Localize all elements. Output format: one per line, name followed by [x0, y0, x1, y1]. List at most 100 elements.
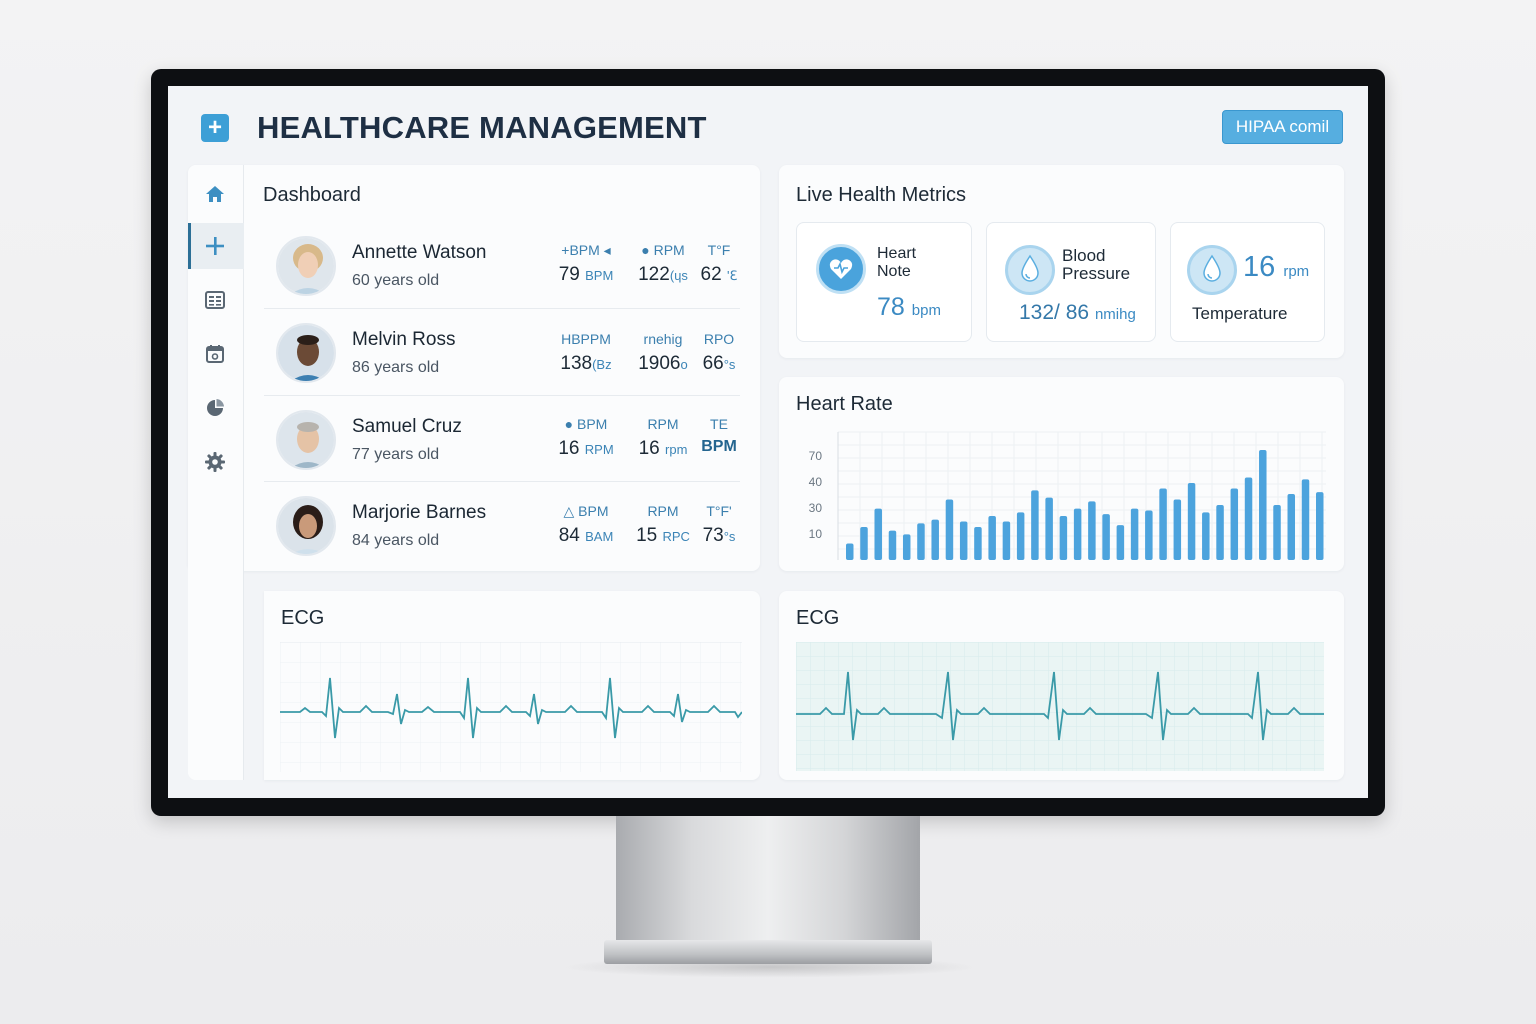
y-tick-label: 10 — [809, 527, 823, 541]
heart-rate-bar — [931, 519, 939, 560]
heart-rate-bar — [1016, 512, 1025, 560]
patient-age: 60 years old — [352, 272, 440, 289]
heart-rate-bar — [1273, 505, 1281, 560]
heart-rate-bar — [1088, 501, 1096, 560]
heart-rate-bar — [1187, 483, 1196, 560]
sidebar-item-home[interactable] — [188, 171, 244, 217]
heart-metric-label: Heart Note — [877, 245, 917, 280]
vital-temp: T°F' 73°s — [702, 503, 736, 546]
patient-name: Marjorie Barnes — [352, 502, 487, 523]
blood-pressure-label: Blood Pressure — [1062, 246, 1131, 283]
vital-bpm: +BPM ◂ 79 BPM — [558, 242, 614, 285]
heart-rate-bar — [1002, 521, 1011, 560]
sidebar-item-records[interactable] — [188, 277, 244, 323]
heart-metric-tile[interactable]: Heart Note 78 bpm — [796, 222, 972, 342]
live-metrics-title: Live Health Metrics — [796, 184, 967, 206]
heart-rate-bar — [874, 508, 882, 560]
heart-rate-bar — [959, 521, 968, 560]
hipaa-compliance-button[interactable]: HIPAA comil — [1222, 110, 1343, 144]
sidebar-item-add[interactable] — [188, 223, 244, 269]
avatar — [276, 410, 336, 470]
heart-rate-bar — [1230, 488, 1239, 560]
vital-bpm: ● BPM 16 RPM — [558, 416, 614, 459]
patient-row[interactable]: Samuel Cruz 77 years old ● BPM 16 RPM RP… — [264, 395, 740, 481]
vital-temp: RPO 66°s — [702, 331, 736, 374]
sidebar-item-settings[interactable] — [188, 439, 244, 485]
heart-rate-bar — [1287, 494, 1296, 560]
heart-rate-bar — [888, 530, 897, 560]
heart-rate-bar — [1244, 477, 1253, 560]
y-tick-label: 40 — [809, 475, 823, 489]
app-title: HEALTHCARE MANAGEMENT — [257, 110, 707, 145]
vital-rpm: RPM 16 rpm — [638, 416, 688, 459]
patient-age: 77 years old — [352, 446, 440, 463]
heart-rate-bar — [860, 527, 868, 560]
vital-rpm: RPM 15 RPC — [636, 503, 690, 546]
blood-pressure-tile[interactable]: Blood Pressure 132/ 86 nmihg — [986, 222, 1156, 342]
heart-rate-bar — [1102, 514, 1110, 560]
heart-rate-bar — [902, 534, 911, 560]
patient-age: 86 years old — [352, 359, 440, 376]
pie-chart-icon — [207, 399, 224, 416]
medical-cross-logo-icon: + — [201, 114, 229, 142]
table-icon — [205, 291, 225, 309]
sidebar-lower — [188, 571, 244, 780]
heart-rate-bar — [988, 516, 996, 560]
heart-metric-value: 78 bpm — [877, 293, 941, 321]
sidebar-item-reports[interactable] — [188, 385, 244, 431]
vital-temp: T°F 62 'ℇ — [700, 242, 738, 285]
patient-row[interactable]: Melvin Ross 86 years old HBPPM 138(Bz rn… — [264, 308, 740, 394]
avatar — [276, 236, 336, 296]
heart-rate-chart: 70 40 30 10 — [809, 431, 1326, 560]
ecg-left-trace — [280, 642, 742, 772]
y-tick-label: 70 — [809, 449, 823, 463]
ecg-right-title: ECG — [796, 607, 840, 629]
sidebar-item-calendar[interactable] — [188, 331, 244, 377]
heart-rate-bar — [1301, 479, 1310, 560]
ecg-right-trace — [796, 642, 1324, 771]
heart-rate-bar — [1216, 505, 1224, 560]
heart-rate-bar — [1130, 508, 1139, 560]
vital-rpm: rnehig 1906o — [638, 331, 688, 374]
heart-rate-bar — [1073, 508, 1082, 560]
y-tick-label: 30 — [809, 501, 823, 515]
patient-name: Melvin Ross — [352, 329, 456, 350]
temperature-tile[interactable]: 16 rpm Temperature — [1170, 222, 1325, 342]
heart-rate-bar — [1316, 492, 1324, 560]
dashboard-title: Dashboard — [263, 184, 361, 206]
plus-icon — [206, 237, 224, 255]
heart-rate-bar — [1116, 525, 1125, 560]
drop-icon — [1005, 245, 1055, 295]
heart-rate-bar — [1259, 450, 1267, 560]
temperature-value: 16 rpm — [1243, 251, 1310, 283]
heart-rate-bar — [945, 499, 954, 560]
vital-rpm: ● RPM 122(ɥs — [638, 242, 688, 285]
monitor-stand — [616, 816, 920, 946]
monitor-stand-base — [604, 940, 932, 964]
screen: + HEALTHCARE MANAGEMENT HIPAA comil — [168, 86, 1368, 798]
avatar — [276, 496, 336, 556]
drop-icon — [1187, 245, 1237, 295]
heart-rate-bar — [1173, 499, 1182, 560]
heart-rate-bar — [1202, 512, 1210, 560]
ecg-left-title: ECG — [281, 607, 325, 629]
heart-rate-bar — [1145, 510, 1153, 560]
heart-rate-bar — [1031, 490, 1039, 560]
patient-row[interactable]: Marjorie Barnes 84 years old △ BPM 84 BA… — [264, 481, 740, 567]
chart-grid — [837, 431, 1326, 560]
heart-rate-title: Heart Rate — [796, 393, 893, 415]
blood-pressure-value: 132/ 86 nmihg — [1019, 301, 1136, 324]
heart-rate-bar — [974, 527, 982, 560]
calendar-icon — [206, 345, 224, 363]
vital-temp: TE BPM — [701, 416, 737, 455]
heart-rate-bar — [917, 523, 925, 560]
patient-age: 84 years old — [352, 532, 440, 549]
heart-rate-bar — [1045, 497, 1053, 560]
heart-icon — [816, 244, 866, 294]
vital-bpm: HBPPM 138(Bz — [560, 331, 612, 374]
temperature-label: Temperature — [1192, 304, 1288, 323]
patient-row[interactable]: Annette Watson 60 years old +BPM ◂ 79 BP… — [264, 222, 740, 308]
home-icon — [206, 186, 224, 202]
heart-rate-bar — [1059, 516, 1068, 560]
heart-rate-bar — [1159, 488, 1167, 560]
